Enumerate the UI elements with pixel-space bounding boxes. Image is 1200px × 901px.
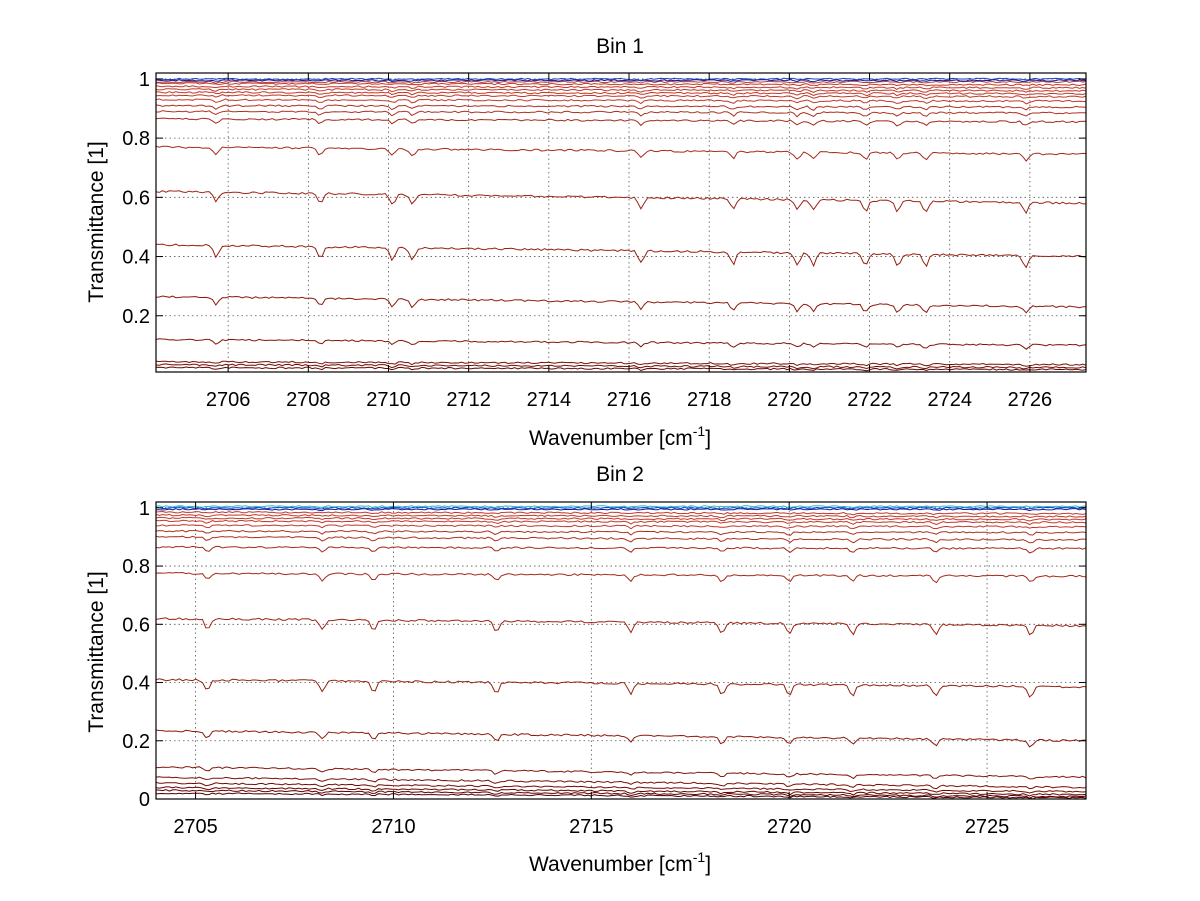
transmittance-series-line [155,792,1087,800]
panel-1-series [155,77,1087,372]
transmittance-series-line [155,519,1087,526]
x-tick-label: 2706 [206,389,251,411]
panel-2-y-ticks: 0 0.2 0.4 0.6 0.8 1 [122,498,1086,811]
transmittance-series-line [155,85,1087,90]
transmittance-series-line [155,104,1087,112]
transmittance-series-line [155,535,1087,544]
x-tick-label: 2710 [371,816,416,838]
transmittance-series-line [155,505,1087,509]
y-tick-label: 0.4 [122,673,150,695]
panel-2-x-ticks: 2705 2710 2715 2720 2725 [173,502,1009,838]
transmittance-series-line [155,295,1087,314]
panel-1-y-axis-label: Transmittance [1] [85,141,108,302]
panel-1-x-label-main: Wavenumber [cm [529,427,693,450]
y-tick-label: 0 [139,789,150,811]
y-tick-label: 1 [139,69,150,91]
y-tick-label: 0.6 [122,614,150,636]
transmittance-series-line [155,729,1086,748]
y-tick-label: 0.2 [122,731,150,753]
transmittance-series-line [155,88,1087,94]
x-tick-label: 2720 [767,389,812,411]
panel-1-x-axis-label: Wavenumber [cm-1] [529,423,711,450]
transmittance-series-line [155,617,1087,636]
panel-2-x-label-main: Wavenumber [cm [529,853,693,876]
x-tick-label: 2724 [927,389,972,411]
panel-bin-2: Bin 2 2705 2710 2715 2720 2725 0 0.2 0.4 0.6 0.8… [85,463,1087,876]
transmittance-series-line [155,363,1087,370]
y-tick-label: 1 [139,498,150,520]
y-tick-label: 0.8 [122,556,150,578]
panel-2-y-axis-label: Transmittance [1] [85,571,108,732]
x-tick-label: 2708 [286,389,331,411]
panel-2-x-label-sup: -1 [693,849,706,865]
y-tick-label: 0.4 [122,247,150,269]
transmittance-series-line [155,79,1087,83]
transmittance-series-line [156,91,1087,97]
x-tick-label: 2710 [366,389,411,411]
transmittance-series-line [155,508,1087,512]
panel-1-x-ticks: 2706 2708 2710 2712 2714 2716 2718 2720 2722 2724… [206,73,1052,411]
transmittance-series-line [155,190,1086,215]
y-tick-label: 0.2 [122,306,150,328]
transmittance-series-line [155,117,1087,127]
transmittance-series-line [155,678,1086,698]
panel-2-x-label-end: ] [705,853,711,876]
panel-2-title: Bin 2 [596,463,644,486]
x-tick-label: 2722 [847,389,892,411]
x-tick-label: 2714 [527,389,572,411]
x-tick-label: 2720 [767,816,812,838]
x-tick-label: 2715 [569,816,614,838]
transmittance-series-line [155,529,1087,536]
transmittance-series-line [155,94,1087,100]
x-tick-label: 2705 [173,816,218,838]
transmittance-series-line [155,80,1087,84]
transmittance-series-line [155,789,1087,799]
panel-1-title: Bin 1 [596,35,644,58]
transmittance-series-line [155,243,1087,269]
transmittance-series-line [155,786,1087,797]
transmittance-series-line [155,781,1087,794]
transmittance-series-line [155,510,1087,516]
transmittance-series-line [155,366,1087,372]
transmittance-series-line [155,360,1087,367]
transmittance-series-line [155,145,1087,162]
transmittance-series-line [155,516,1087,522]
transmittance-series-line [155,82,1087,87]
x-tick-label: 2712 [446,389,491,411]
panel-2-axes-box [155,501,1087,800]
panel-bin-1: Bin 1 2706 2708 2710 2712 2714 2716 2718 2720 27… [85,35,1087,450]
panel-1-x-label-sup: -1 [693,423,706,439]
transmittance-series-line [155,776,1087,790]
y-tick-label: 0.6 [122,187,150,209]
transmittance-series-line [155,77,1087,81]
transmittance-series-line [155,571,1087,584]
transmittance-series-line [155,545,1087,554]
panel-1-y-ticks: 0.2 0.4 0.6 0.8 1 [122,69,1086,328]
panel-1-x-label-end: ] [705,427,711,450]
x-tick-label: 2725 [965,816,1010,838]
x-tick-label: 2716 [607,389,652,411]
panel-2-x-axis-label: Wavenumber [cm-1] [529,849,711,876]
transmittance-series-line [156,110,1087,118]
transmittance-series-line [156,766,1087,780]
panel-2-series [155,505,1087,800]
transmittance-series-line [155,98,1087,105]
transmittance-series-line [155,513,1087,519]
transmittance-series-line [155,524,1087,530]
x-tick-label: 2718 [687,389,732,411]
y-tick-label: 0.8 [122,128,150,150]
transmittance-series-line [155,506,1087,510]
panel-1-axes-box [155,72,1087,373]
x-tick-label: 2726 [1008,389,1053,411]
transmittance-series-line [155,338,1087,350]
